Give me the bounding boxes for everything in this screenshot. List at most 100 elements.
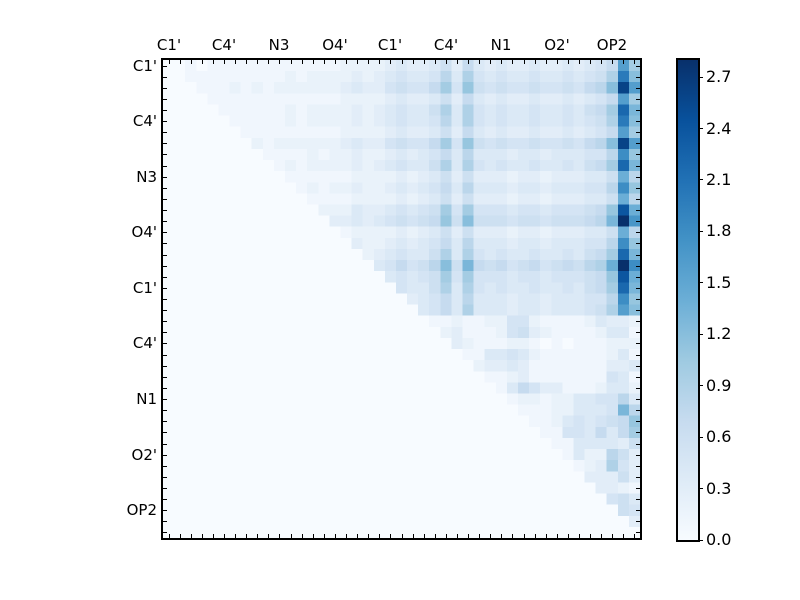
tick-mark [490,534,491,538]
tick-mark [636,221,640,222]
colorbar-tick-label: 0.0 [706,530,732,549]
tick-mark [636,255,640,256]
tick-mark [435,534,436,538]
tick-mark [636,310,640,311]
y-axis-label: C4' [132,334,157,352]
tick-mark [357,60,358,64]
tick-mark [313,60,314,64]
tick-mark [636,399,640,400]
tick-mark [368,534,369,538]
y-axis-label: O2' [131,446,157,464]
tick-mark [424,60,425,64]
tick-mark [163,110,167,111]
tick-mark [268,534,269,538]
tick-mark [224,534,225,538]
tick-mark [279,534,280,538]
tick-mark [636,343,640,344]
tick-mark [501,534,502,538]
colorbar-tick-mark [698,540,703,541]
tick-mark [163,377,167,378]
tick-mark [346,534,347,538]
tick-mark [512,534,513,538]
tick-mark [535,534,536,538]
tick-mark [163,277,167,278]
tick-mark [546,534,547,538]
tick-mark [590,60,591,64]
tick-mark [246,534,247,538]
tick-mark [535,60,536,64]
tick-mark [612,534,613,538]
tick-mark [163,332,167,333]
tick-mark [636,321,640,322]
tick-mark [257,60,258,64]
tick-mark [390,534,391,538]
tick-mark [163,510,167,511]
tick-mark [468,534,469,538]
tick-mark [163,132,167,133]
tick-mark [634,534,635,538]
tick-mark [402,534,403,538]
tick-mark [636,166,640,167]
y-axis-label: OP2 [126,501,157,519]
tick-mark [202,60,203,64]
tick-mark [379,60,380,64]
tick-mark [163,321,167,322]
tick-mark [335,534,336,538]
tick-mark [163,288,167,289]
tick-mark [636,421,640,422]
tick-mark [479,60,480,64]
heatmap-canvas [163,60,640,538]
tick-mark [163,366,167,367]
tick-mark [636,177,640,178]
tick-mark [636,355,640,356]
colorbar-tick-label: 0.3 [706,479,732,498]
tick-mark [479,534,480,538]
tick-mark [163,77,167,78]
tick-mark [169,534,170,538]
tick-mark [163,99,167,100]
tick-mark [636,99,640,100]
tick-mark [191,534,192,538]
tick-mark [457,60,458,64]
colorbar [676,58,700,542]
y-axis-label: C1' [132,279,157,297]
tick-mark [636,510,640,511]
tick-mark [163,166,167,167]
tick-mark [413,534,414,538]
tick-mark [490,60,491,64]
tick-mark [636,266,640,267]
tick-mark [524,534,525,538]
colorbar-tick-label: 1.2 [706,324,732,343]
tick-mark [402,60,403,64]
x-axis-label: O4' [322,36,348,54]
tick-mark [636,377,640,378]
colorbar-tick-mark [698,77,703,78]
tick-mark [368,60,369,64]
tick-mark [557,60,558,64]
colorbar-tick-label: 1.8 [706,221,732,240]
tick-mark [636,444,640,445]
tick-mark [636,477,640,478]
tick-mark [279,60,280,64]
tick-mark [224,60,225,64]
tick-mark [163,154,167,155]
y-axis-label: O4' [131,223,157,241]
tick-mark [636,77,640,78]
tick-mark [163,388,167,389]
tick-mark [557,534,558,538]
tick-mark [235,534,236,538]
tick-mark [163,188,167,189]
tick-mark [601,534,602,538]
tick-mark [213,534,214,538]
tick-mark [636,288,640,289]
tick-mark [634,60,635,64]
tick-mark [636,154,640,155]
colorbar-tick-mark [698,385,703,386]
tick-mark [163,455,167,456]
tick-mark [636,143,640,144]
colorbar-tick-label: 2.1 [706,170,732,189]
tick-mark [163,421,167,422]
colorbar-tick-mark [698,488,703,489]
colorbar-tick-label: 0.9 [706,376,732,395]
tick-mark [446,60,447,64]
